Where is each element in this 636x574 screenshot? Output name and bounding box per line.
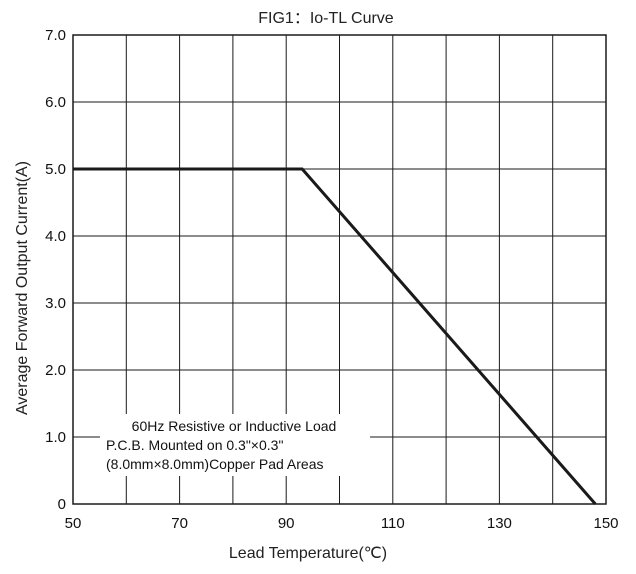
y-tick-labels: 0 1.0 2.0 3.0 4.0 5.0 6.0 7.0 xyxy=(45,27,66,513)
chart-title: FIG1：Io-TL Curve xyxy=(258,10,394,27)
x-tick-label: 50 xyxy=(65,515,82,532)
y-tick-label: 2.0 xyxy=(45,362,66,379)
y-tick-label: 4.0 xyxy=(45,228,66,245)
y-tick-label: 3.0 xyxy=(45,295,66,312)
annotation-line-2: P.C.B. Mounted on 0.3"×0.3" xyxy=(106,437,283,453)
y-tick-label: 1.0 xyxy=(45,429,66,446)
y-tick-label: 7.0 xyxy=(45,27,66,44)
x-tick-label: 150 xyxy=(593,515,618,532)
y-tick-label: 5.0 xyxy=(45,161,66,178)
x-axis-label: Lead Temperature(℃) xyxy=(229,545,387,562)
series-layer xyxy=(73,167,597,505)
y-tick-label: 6.0 xyxy=(45,94,66,111)
y-tick-label: 0 xyxy=(58,496,66,513)
series-line xyxy=(73,167,597,505)
plot-frame xyxy=(72,34,607,505)
y-axis-label: Average Forward Output Current(A) xyxy=(14,161,31,415)
annotation: 60Hz Resistive or Inductive Load P.C.B. … xyxy=(106,418,336,472)
x-tick-label: 130 xyxy=(487,515,512,532)
annotation-line-1: 60Hz Resistive or Inductive Load xyxy=(132,418,337,434)
grid xyxy=(73,35,606,504)
annotation-background xyxy=(100,414,370,476)
x-tick-label: 90 xyxy=(278,515,295,532)
annotation-line-3: (8.0mm×8.0mm)Copper Pad Areas xyxy=(106,456,323,472)
x-tick-label: 110 xyxy=(381,515,405,532)
x-tick-label: 70 xyxy=(171,515,188,532)
x-tick-labels: 50 70 90 110 130 150 xyxy=(65,515,619,532)
